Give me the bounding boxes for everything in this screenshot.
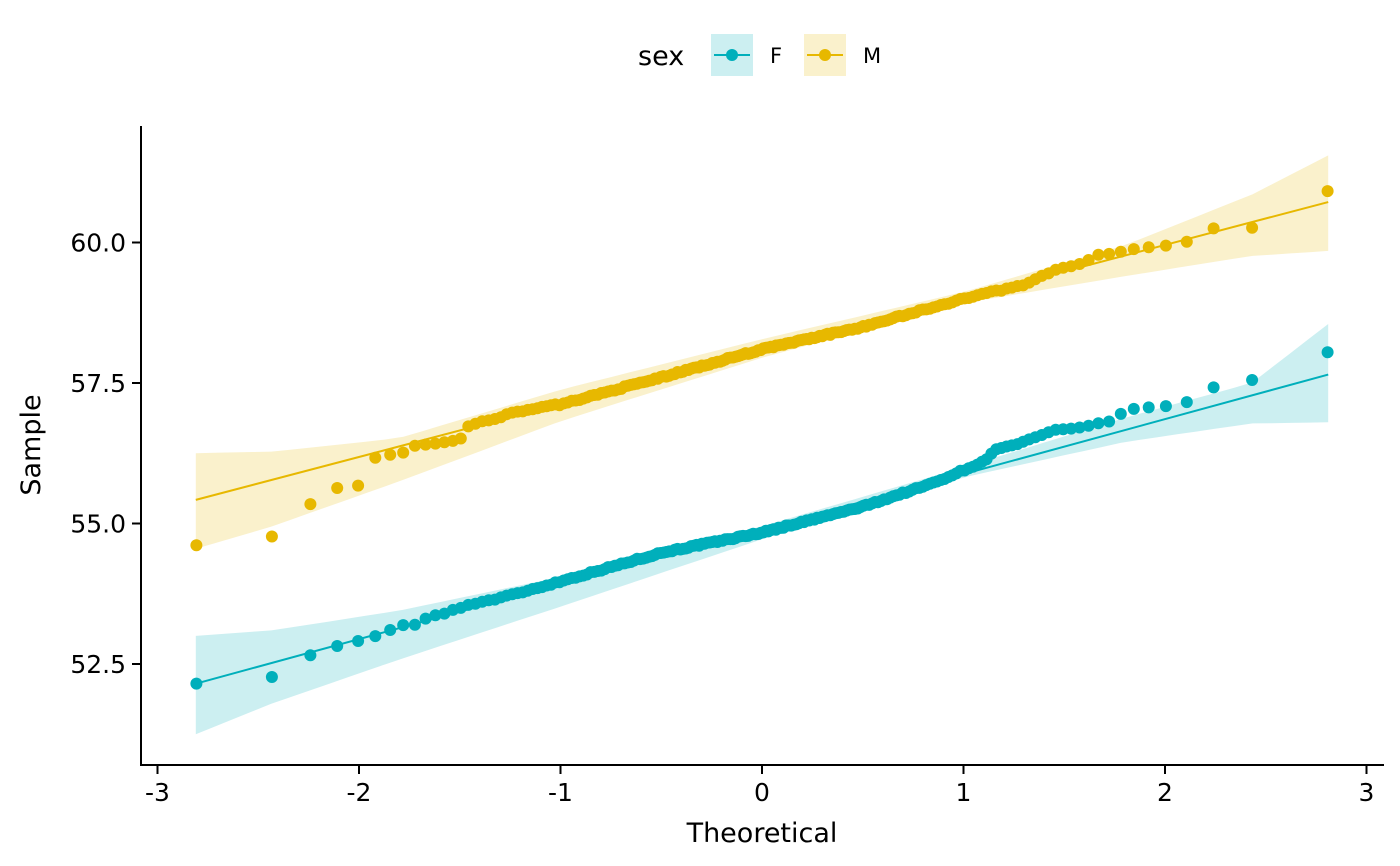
point-m	[265, 530, 278, 543]
point-f	[331, 640, 344, 652]
point-m	[429, 437, 442, 450]
x-tick-label: 2	[1157, 778, 1173, 807]
legend-key-f-point	[726, 49, 738, 61]
point-m	[1114, 245, 1127, 258]
legend-item-f: F	[711, 34, 782, 76]
point-f	[1092, 417, 1105, 430]
point-m	[1073, 258, 1086, 270]
point-f	[1103, 415, 1116, 428]
point-f	[1207, 381, 1220, 394]
x-tick-label: 0	[754, 778, 770, 807]
point-m	[304, 498, 317, 511]
point-f	[369, 630, 382, 643]
point-f	[408, 618, 421, 631]
confidence-bands	[195, 155, 1329, 735]
point-m	[1159, 239, 1172, 252]
x-axis-title: Theoretical	[686, 818, 838, 849]
point-m	[1207, 222, 1220, 235]
y-axis-title: Sample	[16, 394, 47, 495]
point-m	[419, 438, 432, 451]
point-m	[397, 446, 410, 459]
y-tick-label: 60.0	[70, 229, 126, 258]
point-m	[454, 432, 467, 445]
point-f	[190, 677, 203, 690]
point-f	[1246, 374, 1259, 386]
point-m	[408, 439, 421, 452]
legend-title: sex	[638, 41, 684, 72]
point-m	[331, 482, 344, 494]
y-axis-ticks: 52.5 55.0 57.5 60.0	[70, 229, 141, 679]
x-tick-label: 3	[1359, 778, 1375, 807]
legend-label-f: F	[770, 44, 782, 68]
point-f	[1321, 346, 1334, 359]
y-tick-label: 52.5	[70, 650, 126, 679]
point-m	[1246, 221, 1259, 234]
point-m	[1127, 243, 1140, 256]
x-tick-label: -3	[145, 778, 170, 807]
point-f	[397, 619, 410, 632]
point-f	[352, 635, 365, 647]
point-f	[1180, 396, 1193, 409]
point-f	[1073, 421, 1086, 434]
legend-key-m-point	[819, 49, 831, 61]
y-tick-label: 57.5	[70, 369, 126, 398]
x-tick-label: -1	[548, 778, 573, 807]
point-m	[384, 448, 397, 461]
point-m	[190, 539, 203, 552]
data-points	[190, 185, 1334, 690]
x-axis-ticks: -3 -2 -1 0 1 2 3	[145, 765, 1374, 807]
point-f	[304, 649, 317, 662]
point-f	[1142, 401, 1155, 414]
point-m	[1180, 235, 1193, 248]
point-f	[1082, 419, 1095, 432]
point-f	[1127, 402, 1140, 415]
point-f	[1114, 407, 1127, 420]
legend: sex F M	[638, 34, 881, 76]
point-f	[419, 612, 432, 625]
point-m	[352, 479, 365, 492]
point-f	[384, 624, 397, 636]
point-m	[369, 451, 382, 464]
point-f	[1159, 400, 1172, 413]
legend-item-m: M	[804, 34, 881, 76]
y-tick-label: 55.0	[70, 510, 126, 539]
point-m	[1082, 254, 1095, 266]
point-f	[265, 671, 278, 683]
point-m	[1103, 247, 1116, 260]
point-m	[1321, 185, 1334, 198]
legend-label-m: M	[863, 44, 881, 68]
point-m	[1092, 248, 1105, 261]
x-tick-label: 1	[956, 778, 972, 807]
x-tick-label: -2	[347, 778, 372, 807]
point-m	[1142, 241, 1155, 254]
point-f	[429, 609, 442, 622]
